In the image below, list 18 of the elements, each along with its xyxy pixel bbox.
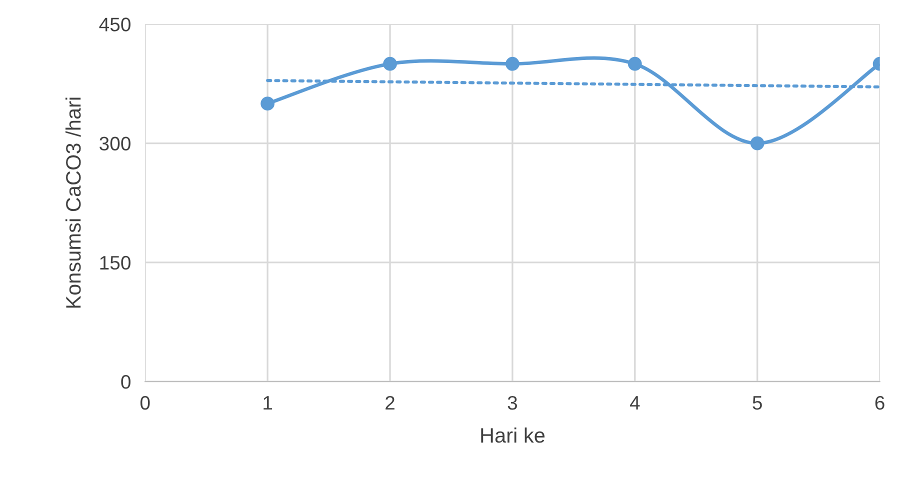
- y-tick-label: 450: [99, 18, 130, 32]
- x-tick-label: 4: [630, 396, 640, 410]
- x-axis-title: Hari ke: [481, 427, 545, 443]
- x-tick-label: 3: [508, 396, 518, 410]
- point: [750, 136, 764, 150]
- y-tick-label: 150: [100, 256, 130, 270]
- x-tick-label: 1: [264, 396, 272, 410]
- point: [383, 56, 397, 71]
- point: [506, 56, 520, 71]
- x-tick-label: 6: [875, 396, 884, 410]
- point: [628, 56, 642, 71]
- x-tick-label: 2: [386, 396, 394, 410]
- x-tick-label: 0: [140, 396, 150, 410]
- y-tick-label: 300: [100, 136, 130, 151]
- y-axis-title: Konsumsi CaCO3 /hari: [65, 98, 81, 308]
- x-tick-label: 5: [752, 396, 762, 410]
- y-tick-label: 0: [121, 375, 130, 389]
- point: [260, 96, 275, 111]
